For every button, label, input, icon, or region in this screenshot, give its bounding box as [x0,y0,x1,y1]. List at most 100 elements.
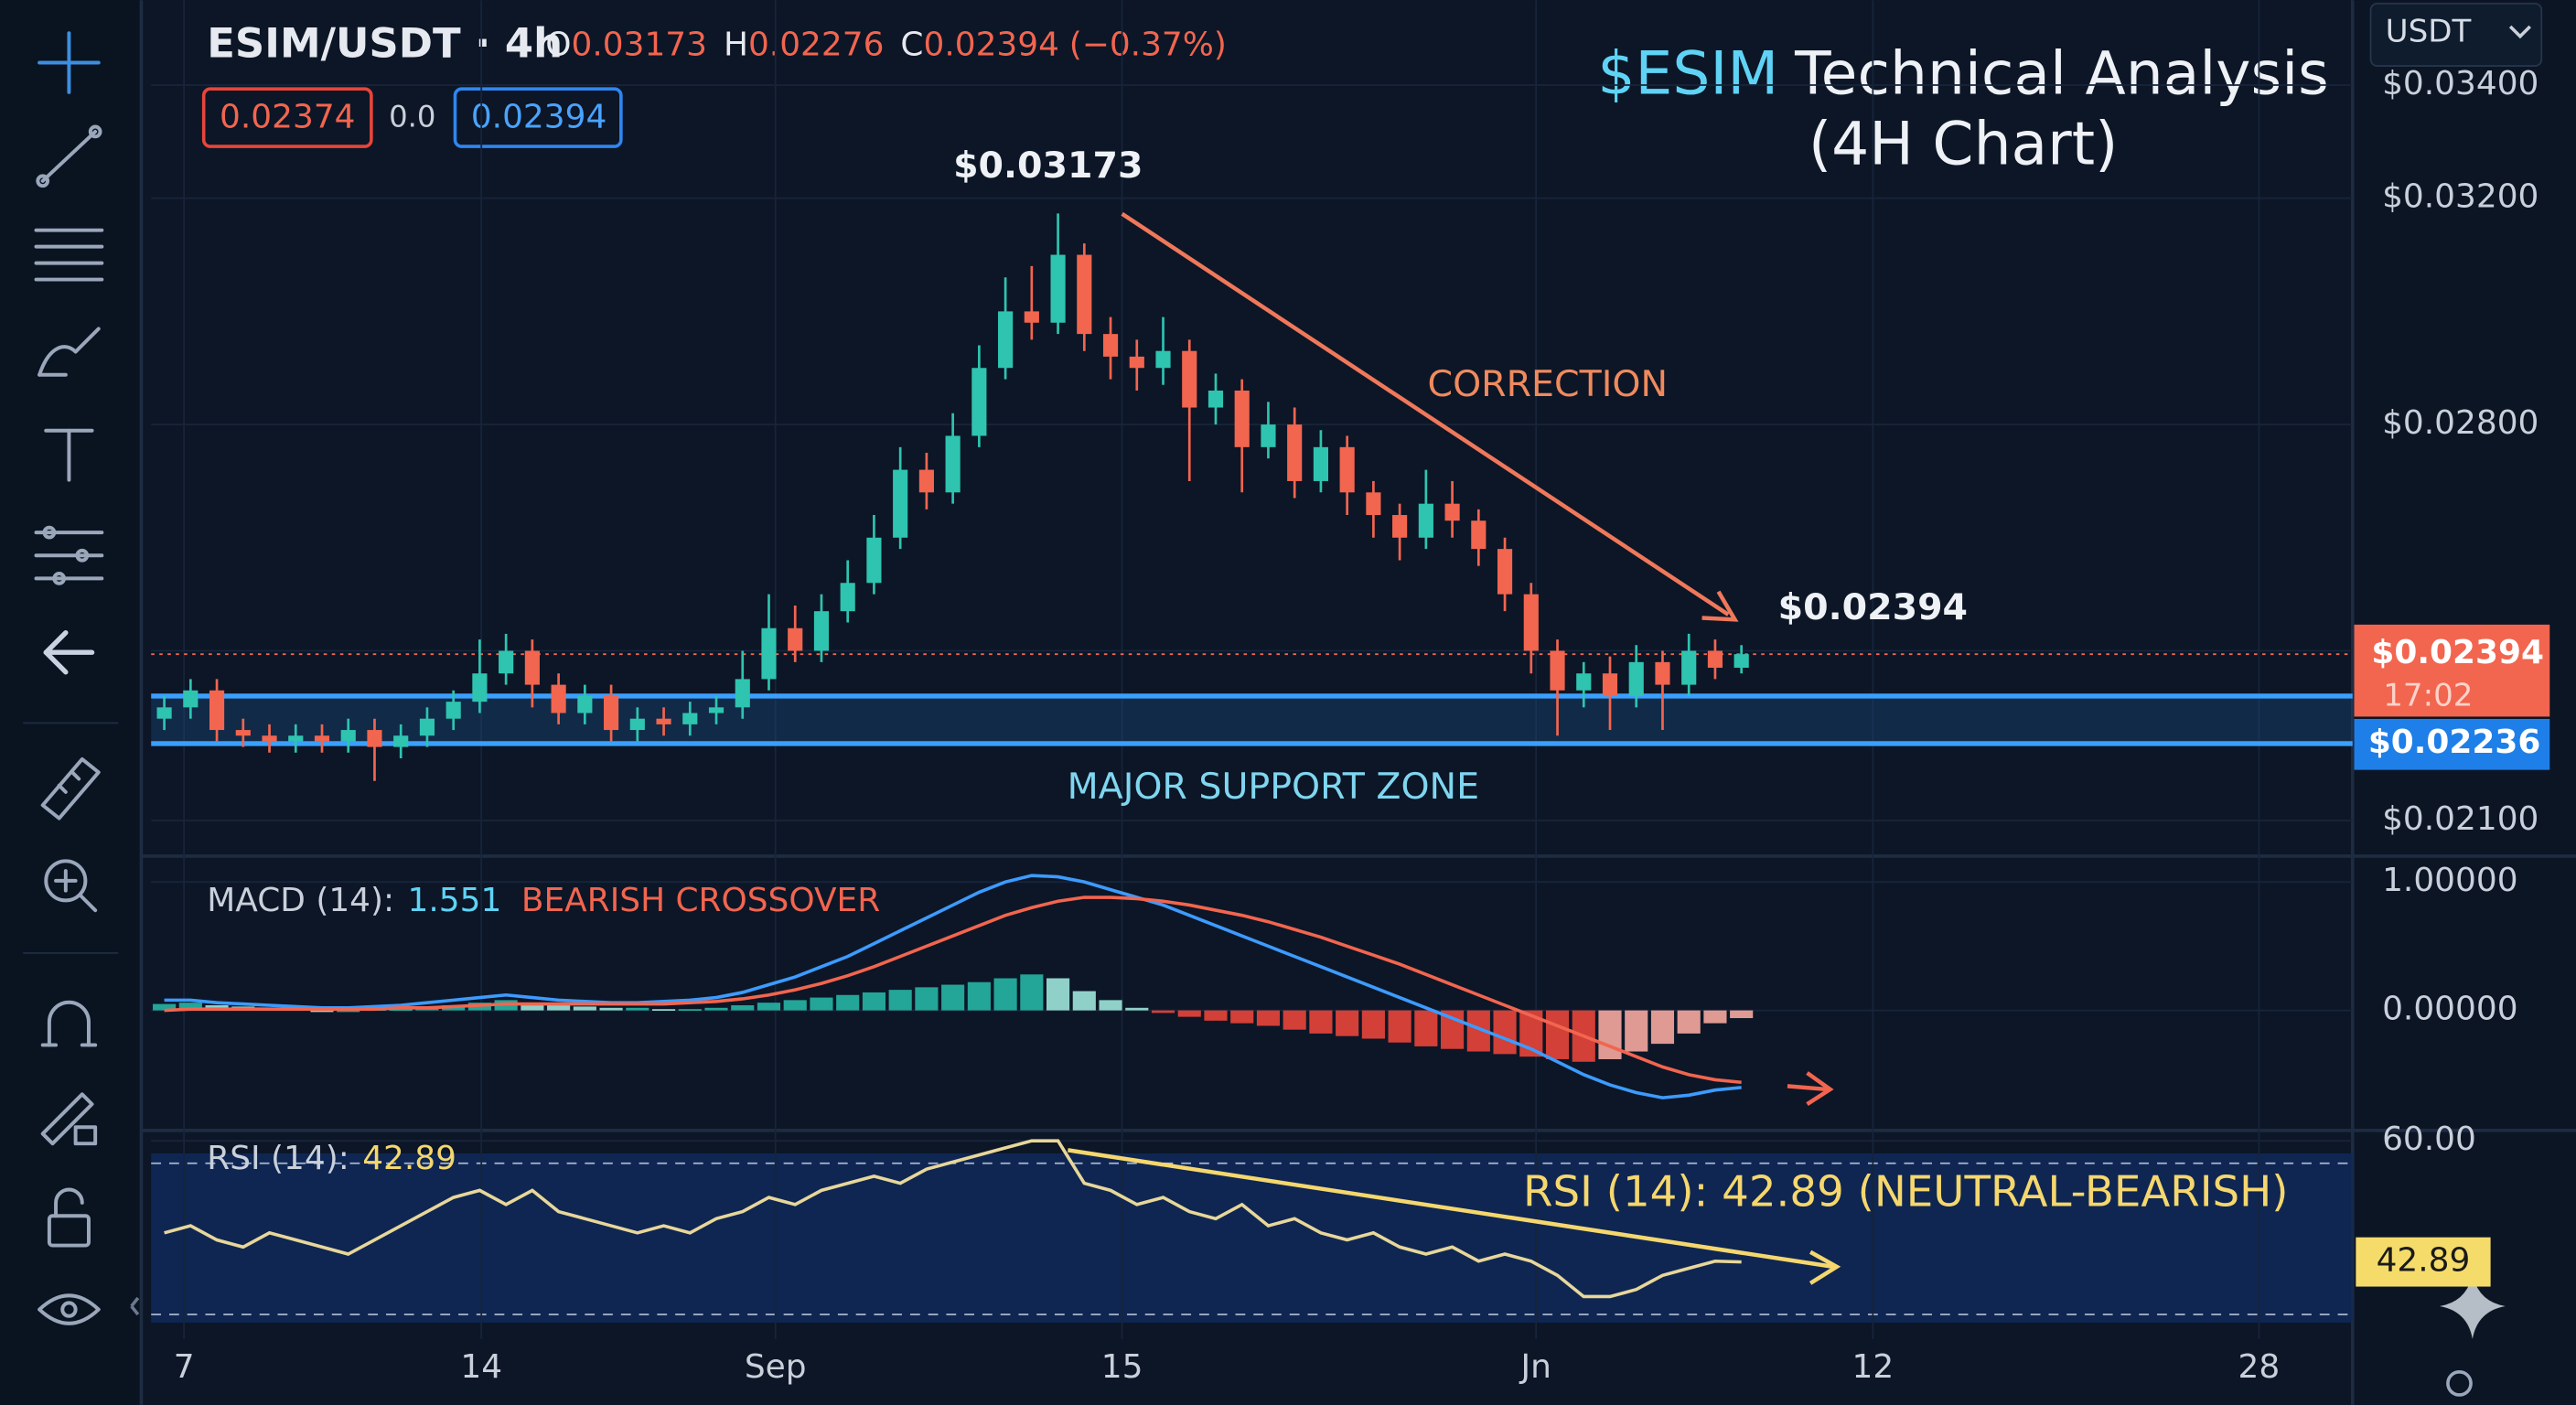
macd-histogram-bar [1361,1010,1385,1039]
candle-body [1471,520,1487,550]
tool-patterns[interactable] [34,525,104,585]
macd-histogram-bar [1336,1010,1359,1036]
candle-body [1576,673,1592,691]
buy-box[interactable] [453,87,623,148]
candle-body [1102,334,1119,357]
grid [151,0,2353,1339]
candle-body [472,673,488,702]
tool-brush[interactable] [38,327,101,377]
candle-body [262,735,277,742]
ohlc-value: 0.02394 [923,27,1058,64]
rsi-arrowhead [1809,1249,1841,1285]
macd-histogram-bar [704,1007,728,1011]
tool-lock[interactable] [47,1187,91,1248]
candle-body [1733,654,1749,669]
candle-body [1129,356,1144,369]
tool-magnet[interactable] [40,1000,98,1047]
candle-body [577,695,593,713]
y-tick-label: 1.00000 [2382,862,2517,899]
ohlc-key: C [900,27,923,64]
rsi-header: RSI (14): 42.89 [207,1140,456,1177]
collapse-icon[interactable] [130,1296,140,1316]
x-tick-label: 14 [460,1348,502,1386]
candle-body [288,735,304,742]
macd-histogram-bar [153,1003,177,1011]
x-tick-label: 7 [174,1348,195,1386]
y-tick-label: $0.02100 [2382,800,2538,838]
macd-histogram-bar [1414,1010,1438,1046]
candle-body [1234,390,1250,447]
candle-body [761,627,777,680]
dropdown-label: USDT [2386,14,2472,50]
tool-ruler[interactable] [40,756,101,820]
candle-body [1208,390,1224,408]
correction-arrow [1121,211,1730,617]
tool-crosshair[interactable] [38,31,101,94]
macd-histogram-bar [178,1003,202,1011]
macd-histogram-bar [1230,1010,1254,1024]
candle-body [1497,549,1513,595]
macd-histogram-bar [1598,1010,1622,1059]
trend-label: CORRECTION [1427,363,1668,405]
macd-arrow [1787,1084,1828,1092]
macd-histogram-bar [1151,1010,1175,1014]
macd-histogram-bar [1283,1010,1306,1030]
currency-dropdown[interactable]: USDT [2369,2,2543,67]
macd-histogram-bar [310,1010,334,1013]
settings-icon[interactable] [2446,1370,2473,1397]
macd-histogram-bar [783,1000,807,1011]
candle-body [682,713,698,724]
ohlc-key: O [545,27,571,64]
tool-zoom[interactable] [44,859,98,913]
macd-value: 1.551 [408,882,502,919]
macd-histogram-bar [599,1007,623,1011]
tool-trendline[interactable] [36,124,102,188]
sell-box[interactable] [201,87,373,148]
macd-histogram-bar [1545,1010,1570,1059]
tool-back[interactable] [43,629,95,675]
candle-body [1550,650,1565,691]
candle-body [1418,503,1433,538]
ohlc-value: 0.03173 [572,27,707,64]
candle-body [1444,503,1460,521]
rsi-band [151,1153,2353,1323]
macd-line [164,874,1742,1099]
ohlc: O0.03173 H0.02276 C0.02394 (−0.37%) [545,27,1227,64]
ohlc-key: H [724,27,748,64]
tool-pencil-lock[interactable] [40,1092,98,1146]
candle-body [340,730,356,742]
macd-histogram-bar [678,1009,702,1011]
tool-text[interactable] [44,428,94,482]
title-text: Technical Analysis [1794,39,2329,108]
candle-body [1628,661,1644,696]
macd-histogram-bar [967,981,991,1011]
candle-body [1182,350,1197,408]
macd-header: MACD (14): 1.551 BEARISH CROSSOVER [207,882,880,919]
title: $ESIM Technical Analysis [1597,39,2329,108]
candle-body [656,718,671,724]
current-price-badge [2354,624,2550,717]
candle-body [1602,673,1618,696]
x-tick-label: Sep [745,1348,807,1386]
macd-histogram-bar [941,984,965,1011]
y-tick-label: 0.00000 [2382,991,2517,1028]
macd-histogram-bar [1256,1010,1281,1026]
candle-body [840,583,855,612]
candle-body [629,718,645,731]
support-badge [2354,718,2550,770]
subtitle: (4H Chart) [1809,110,2118,178]
tool-hlines[interactable] [34,228,104,282]
tool-eye[interactable] [38,1293,101,1325]
macd-signal-line [164,896,1742,1085]
candle-body [893,469,908,538]
sell-price: 0.02374 [220,99,355,136]
macd-histogram-bar [1625,1010,1648,1052]
candle-body [1024,311,1039,323]
y-tick-label: $0.03200 [2382,178,2538,216]
x-tick-label: 28 [2238,1348,2281,1386]
macd-arrowhead [1806,1071,1834,1106]
candle-body [156,707,172,719]
candle-body [499,650,514,674]
macd-histogram-bar [337,1010,360,1013]
candle-body [971,368,987,436]
